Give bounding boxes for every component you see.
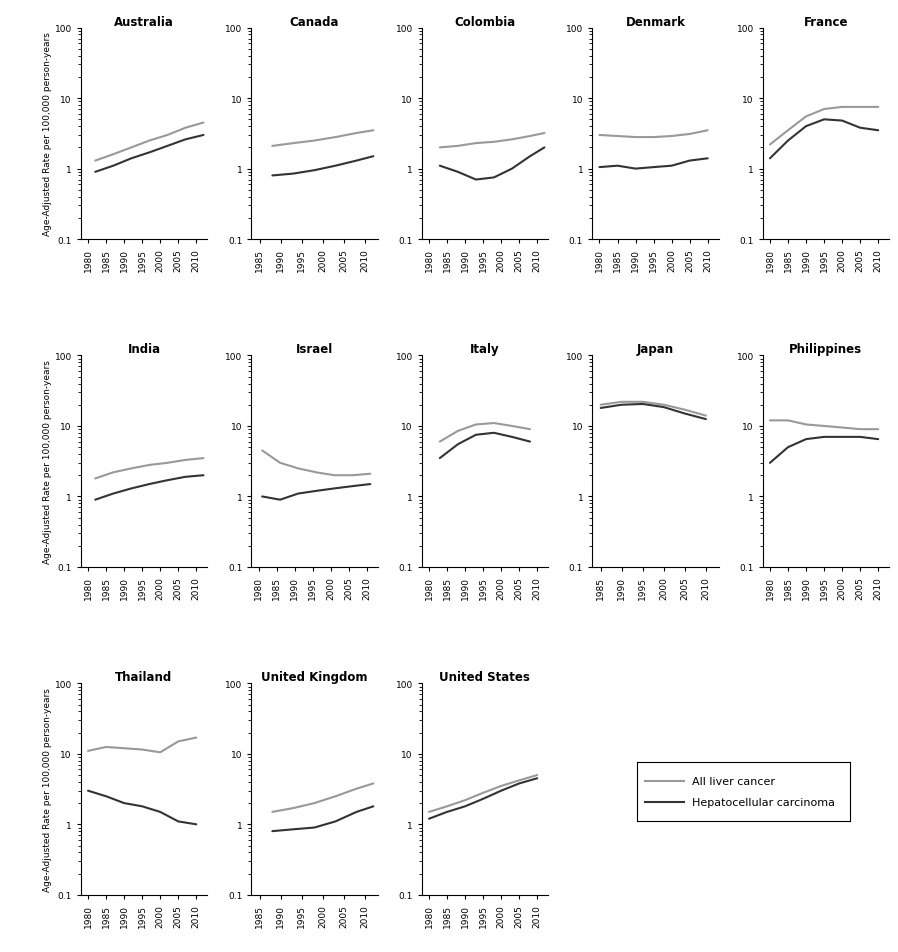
Title: Colombia: Colombia: [454, 15, 515, 29]
Title: Japan: Japan: [637, 343, 674, 356]
Title: Denmark: Denmark: [626, 15, 685, 29]
Y-axis label: Age-Adjusted Rate per 100,000 person-years: Age-Adjusted Rate per 100,000 person-yea…: [43, 687, 52, 891]
Y-axis label: Age-Adjusted Rate per 100,000 person-years: Age-Adjusted Rate per 100,000 person-yea…: [43, 32, 52, 236]
Title: India: India: [128, 343, 161, 356]
Title: United Kingdom: United Kingdom: [261, 670, 367, 684]
Title: Canada: Canada: [290, 15, 339, 29]
Text: Hepatocellular carcinoma: Hepatocellular carcinoma: [692, 797, 835, 807]
Title: Australia: Australia: [114, 15, 174, 29]
Title: Israel: Israel: [295, 343, 333, 356]
Text: All liver cancer: All liver cancer: [692, 776, 775, 785]
Title: Italy: Italy: [471, 343, 499, 356]
Title: Thailand: Thailand: [115, 670, 172, 684]
Title: France: France: [804, 15, 848, 29]
Title: Philippines: Philippines: [789, 343, 862, 356]
Y-axis label: Age-Adjusted Rate per 100,000 person-years: Age-Adjusted Rate per 100,000 person-yea…: [43, 360, 52, 564]
Title: United States: United States: [439, 670, 531, 684]
